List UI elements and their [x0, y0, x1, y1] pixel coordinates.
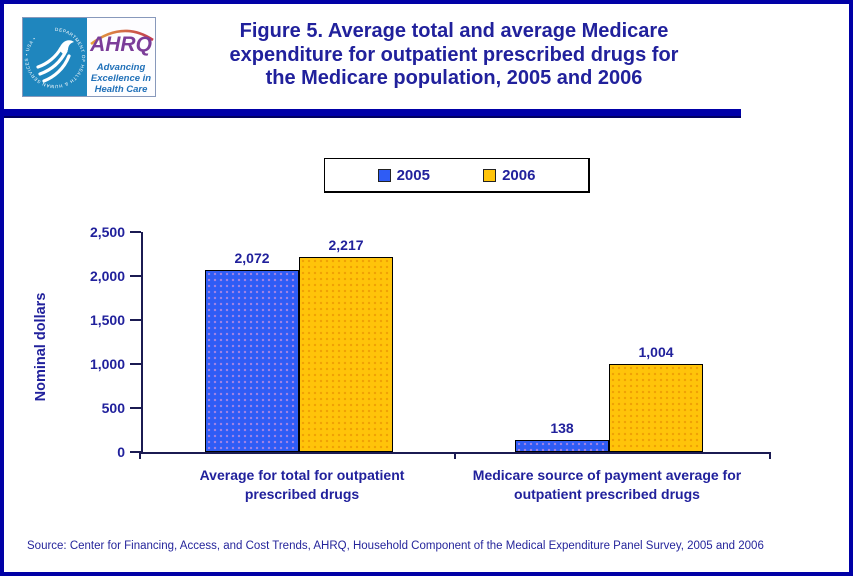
source-note: Source: Center for Financing, Access, an… — [27, 540, 764, 552]
bar-2006-medicare-payment — [609, 363, 703, 452]
tagline-line: Excellence in — [90, 73, 152, 84]
category-label-total: Average for total for outpatient prescri… — [142, 466, 462, 504]
ahrq-logo: AHRQ Advancing Excellence in Health Care — [87, 18, 155, 96]
legend-label-2005: 2005 — [396, 166, 430, 184]
y-axis-title: Nominal dollars — [33, 292, 49, 402]
y-tick-label: 1,500 — [89, 312, 125, 328]
hhs-logo: DEPARTMENT OF HEALTH & HUMAN SERVICES • … — [23, 18, 87, 96]
ahrq-tagline: Advancing Excellence in Health Care — [87, 62, 155, 95]
figure-title-line-1: Figure 5. Average total and average Medi… — [239, 20, 669, 42]
legend-swatch-2005 — [377, 168, 391, 182]
tagline-line: Advancing — [96, 62, 146, 73]
y-tick-mark — [130, 451, 141, 453]
y-tick-mark — [130, 363, 141, 365]
figure-title-line-2: expenditure for outpatient prescribed dr… — [229, 43, 679, 66]
title-divider-bar — [4, 109, 741, 118]
y-tick-label: 0 — [117, 444, 125, 460]
chart-legend: 2005 2006 — [324, 158, 590, 193]
y-tick-mark — [130, 231, 141, 233]
figure-title: Figure 5. Average total and average Medi… — [166, 20, 742, 91]
legend-swatch-2006 — [483, 168, 497, 182]
bar-2005-medicare-payment — [515, 439, 609, 452]
ahrq-hhs-logo: DEPARTMENT OF HEALTH & HUMAN SERVICES • … — [22, 17, 156, 97]
category-label-line: prescribed drugs — [244, 486, 360, 502]
category-label-medicare: Medicare source of payment average for o… — [447, 466, 767, 504]
category-label-line: Medicare source of payment average for — [472, 467, 742, 483]
bar-2006-total-expenditure — [299, 256, 393, 452]
value-label-2005-medicare: 138 — [550, 419, 574, 436]
figure-title-line-3: the Medicare population, 2005 and 2006 — [265, 67, 643, 89]
value-label-2005-total: 2,072 — [234, 249, 270, 266]
value-label-2006-medicare: 1,004 — [638, 343, 674, 360]
legend-item-2005: 2005 — [377, 166, 430, 184]
x-tick-mark — [454, 452, 456, 459]
y-tick-label: 2,500 — [89, 224, 125, 240]
plot-area: 2,072 2,217 138 1,004 — [141, 232, 771, 454]
hhs-eagle-icon: DEPARTMENT OF HEALTH & HUMAN SERVICES • … — [23, 18, 87, 96]
tagline-line: Health Care — [94, 84, 148, 95]
y-tick-label: 500 — [101, 400, 125, 416]
ahrq-rainbow-arc-icon — [90, 29, 154, 46]
value-label-2006-total: 2,217 — [328, 236, 364, 253]
x-tick-mark — [769, 452, 771, 459]
category-label-line: Average for total for outpatient — [199, 467, 405, 483]
legend-label-2006: 2006 — [502, 166, 536, 184]
y-tick-mark — [130, 275, 141, 277]
ahrq-wordmark: AHRQ — [90, 33, 152, 56]
legend-item-2006: 2006 — [483, 167, 535, 184]
y-tick-label: 2,000 — [89, 268, 125, 284]
y-tick-mark — [130, 407, 141, 409]
y-tick-label: 1,000 — [89, 356, 125, 372]
y-tick-mark — [130, 319, 141, 321]
category-label-line: outpatient prescribed drugs — [514, 486, 700, 502]
x-tick-mark — [139, 452, 141, 459]
bar-2005-total-expenditure — [205, 269, 299, 452]
